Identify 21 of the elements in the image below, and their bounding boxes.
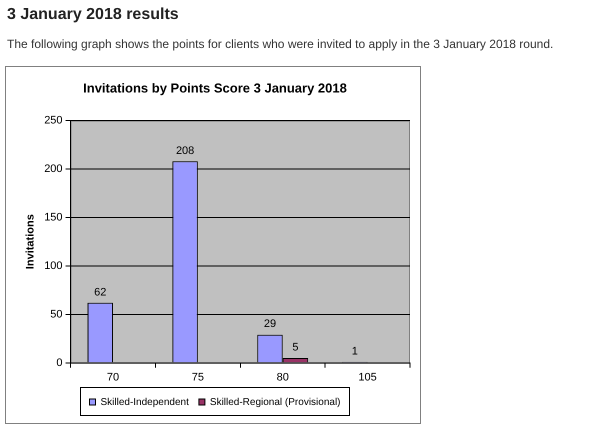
y-tick-label: 50	[50, 308, 63, 320]
data-label: 29	[264, 318, 276, 330]
text: The following graph shows the points for clients who were invited to apply in the 3 January 2018 round.	[7, 37, 554, 51]
x-tick-label: 75	[192, 371, 204, 384]
chart-title: Invitations by Points Score 3 January 2018	[83, 80, 347, 96]
x-tick-label: 70	[106, 371, 120, 384]
data-label: 208	[176, 144, 194, 157]
y-tick-label: 100	[44, 260, 63, 272]
y-axis-title: Invitations	[24, 214, 37, 270]
y-tick-label: 250	[44, 114, 63, 127]
y-tick-label: 0	[56, 356, 63, 369]
y-tick-label: 150	[44, 212, 63, 224]
data-label: 5	[292, 341, 298, 354]
x-tick-label: 105	[358, 371, 377, 384]
legend-label: Skilled-Regional (Provisional)	[210, 396, 341, 408]
data-label: 1	[352, 345, 358, 358]
text: 3 January 2018 results	[7, 6, 179, 24]
legend-label: Skilled-Independent	[100, 396, 190, 408]
data-label: 62	[94, 286, 106, 298]
y-tick-label: 200	[44, 163, 63, 176]
x-tick-label: 80	[276, 371, 289, 384]
